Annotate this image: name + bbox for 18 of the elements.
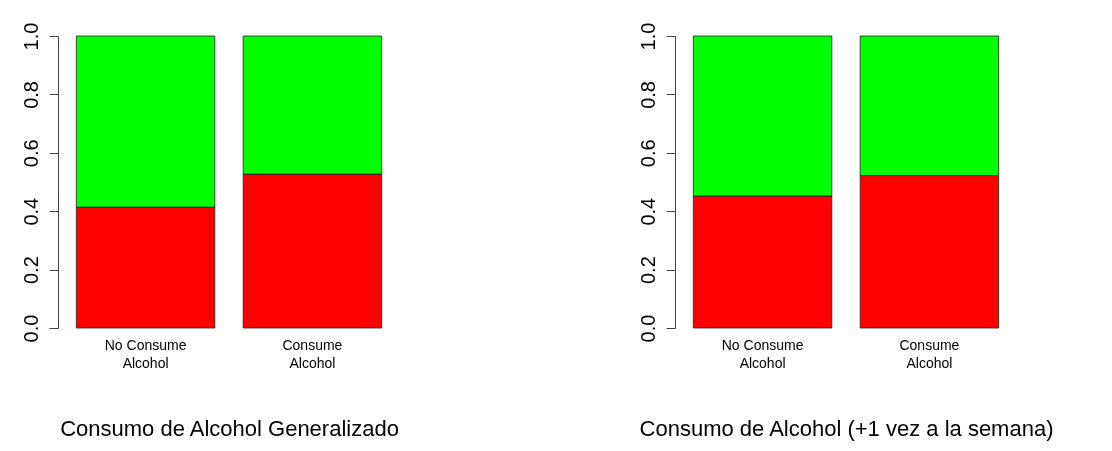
y-tick-label: 0.4 (636, 197, 659, 226)
y-tick-label: 0.8 (636, 80, 659, 109)
x-tick-label: No Consume Alcohol (721, 336, 804, 371)
y-tick-label: 0.0 (19, 314, 42, 343)
y-tick-label: 0.6 (636, 139, 659, 168)
x-axis-title: Consumo de Alcohol (+1 vez a la semana) (639, 415, 1054, 441)
y-tick-label: 0.4 (19, 197, 42, 226)
y-tick-label: 0.2 (636, 256, 659, 285)
x-tick-label: Consume Alcohol (282, 336, 343, 371)
y-tick-label: 1.0 (19, 22, 42, 51)
y-tick-label: 0.8 (19, 80, 42, 109)
x-tick-label: Consume Alcohol (899, 336, 960, 371)
y-tick-label: 0.6 (19, 139, 42, 168)
y-tick-label: 0.2 (19, 256, 42, 285)
y-tick-label: 1.0 (636, 22, 659, 51)
y-tick-label: 0.0 (636, 314, 659, 343)
x-tick-label: No Consume Alcohol (104, 336, 187, 371)
x-axis-title: Consumo de Alcohol Generalizado (60, 415, 399, 441)
